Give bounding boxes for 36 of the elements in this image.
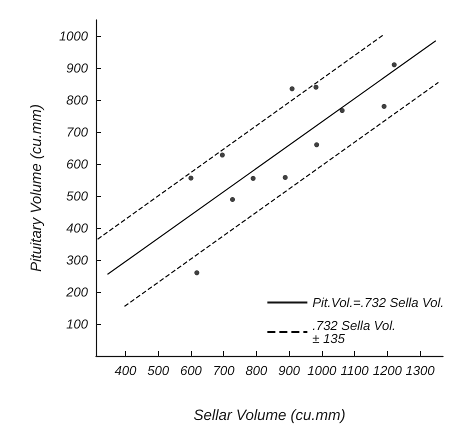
y-tick-label: 600 <box>66 156 89 172</box>
x-tick-label: 1200 <box>372 363 403 378</box>
y-tick-label: 500 <box>66 188 89 204</box>
y-tick-label: 200 <box>65 284 89 300</box>
point <box>340 108 345 114</box>
point <box>220 152 225 158</box>
x-tick-label: 1100 <box>340 363 370 378</box>
x-tick-label: 700 <box>212 363 236 378</box>
legend-label: .732 Sella Vol. ± 135 <box>312 318 396 346</box>
point <box>290 86 295 92</box>
point <box>314 142 320 148</box>
point <box>282 174 288 180</box>
y-tick-label: 100 <box>66 316 89 332</box>
x-tick-label: 900 <box>278 363 301 378</box>
point <box>392 62 397 68</box>
x-axis-title: Sellar Volume (cu.mm) <box>194 407 346 424</box>
point <box>382 104 387 109</box>
x-tick-label: 1000 <box>307 363 338 378</box>
y-tick-label: 700 <box>66 124 89 140</box>
point <box>188 176 194 181</box>
y-tick-label: 1000 <box>59 28 89 44</box>
y-tick-label: 300 <box>66 252 89 268</box>
y-tick-label: 400 <box>66 220 89 236</box>
y-tick-label: 800 <box>66 92 89 108</box>
x-tick-label: 800 <box>246 363 268 378</box>
point <box>250 176 256 181</box>
y-axis-title: Pituitary Volume (cu.mm) <box>28 104 45 272</box>
x-tick-label: 1300 <box>406 363 436 378</box>
legend-label: Pit.Vol.=.732 Sella Vol. <box>312 295 444 310</box>
x-tick-label: 500 <box>147 363 170 378</box>
point <box>230 197 236 202</box>
point <box>194 270 200 276</box>
x-tick-label: 600 <box>180 363 203 378</box>
y-tick-label: 900 <box>66 60 89 76</box>
x-tick-label: 400 <box>114 363 138 378</box>
point <box>313 84 318 90</box>
